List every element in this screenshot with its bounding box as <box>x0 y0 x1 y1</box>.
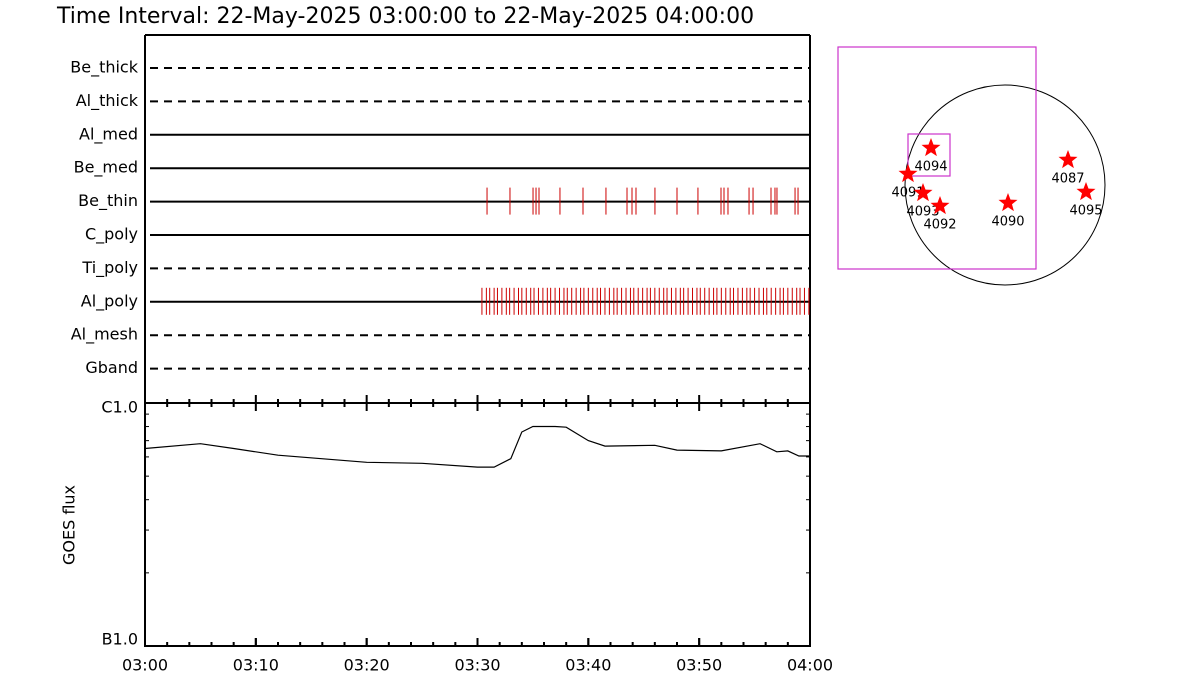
region-star <box>921 138 941 157</box>
x-tick-label: 03:10 <box>233 656 279 675</box>
row-label: Be_thick <box>70 58 138 78</box>
row-label: Be_med <box>74 158 138 178</box>
region-label: 4087 <box>1051 172 1084 187</box>
flux-line <box>144 425 810 468</box>
region-star <box>1076 182 1096 201</box>
x-tick-label: 03:20 <box>344 656 390 675</box>
region-label: 4095 <box>1069 204 1102 219</box>
region-star <box>913 183 933 202</box>
region-label: 4090 <box>991 215 1024 230</box>
row-label: Al_mesh <box>71 325 138 345</box>
row-label: Gband <box>85 358 138 377</box>
x-tick-label: 03:40 <box>565 656 611 675</box>
y-tick-label: C1.0 <box>101 398 138 417</box>
region-label: 4093 <box>906 205 939 220</box>
solar-disk <box>904 84 1106 286</box>
row-label: Be_thin <box>78 191 138 211</box>
region-label: 4091 <box>891 186 924 201</box>
row-label: Al_thick <box>76 91 139 111</box>
x-tick-label: 03:00 <box>122 656 168 675</box>
plot-frame <box>144 402 811 647</box>
subfield-box <box>907 133 951 177</box>
x-tick-label: 04:00 <box>787 656 833 675</box>
figure-title: Time Interval: 22-May-2025 03:00:00 to 2… <box>56 4 754 29</box>
row-label: Al_poly <box>81 291 138 311</box>
region-star <box>898 164 918 183</box>
region-star <box>998 193 1018 212</box>
region-star <box>930 196 950 215</box>
region-star <box>1058 150 1078 169</box>
row-label: C_poly <box>85 225 138 245</box>
y-axis-label: GOES flux <box>60 485 79 565</box>
x-tick-label: 03:30 <box>454 656 500 675</box>
row-label: Al_med <box>79 124 138 144</box>
region-label: 4094 <box>914 160 947 175</box>
y-tick-label: B1.0 <box>102 630 138 649</box>
row-label: Ti_poly <box>81 258 138 278</box>
fov-box <box>837 46 1037 270</box>
x-tick-label: 03:50 <box>676 656 722 675</box>
region-label: 4092 <box>923 218 956 233</box>
